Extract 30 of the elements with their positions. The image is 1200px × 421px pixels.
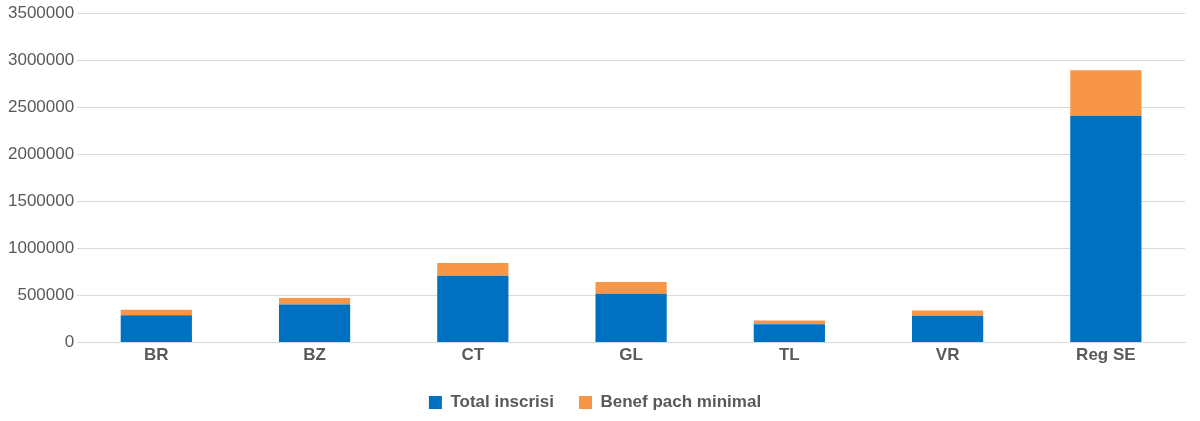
bar (120, 315, 192, 343)
x-tick-label: Reg SE (1076, 345, 1136, 365)
bar (278, 297, 351, 305)
y-tick-label: 0 (64, 332, 75, 352)
bar (753, 324, 825, 343)
y-tick-label: 2500000 (7, 97, 75, 116)
legend-label: Total inscrisi (450, 392, 555, 412)
bar (912, 310, 984, 316)
x-tick-label: GL (619, 345, 643, 365)
y-tick-label: 1000000 (7, 238, 75, 258)
y-tick-label: 500000 (17, 285, 75, 305)
bar (595, 281, 667, 294)
x-tick-label: CT (461, 345, 485, 365)
bar (753, 320, 825, 325)
bar (1070, 70, 1142, 116)
bar (437, 263, 509, 276)
bar (278, 304, 351, 343)
legend-label: Benef pach minimal (600, 392, 762, 412)
bar (1070, 115, 1142, 343)
x-tick-label: BR (144, 345, 169, 365)
y-tick-label: 3500000 (7, 2, 75, 22)
bar (437, 275, 509, 343)
bar (595, 293, 667, 343)
y-tick-label: 2000000 (7, 144, 75, 164)
y-tick-label: 3000000 (7, 49, 75, 69)
bar (912, 315, 984, 343)
x-tick-label: TL (778, 345, 800, 365)
y-tick-label: 1500000 (7, 191, 75, 211)
x-tick-label: VR (935, 345, 960, 365)
x-tick-label: BZ (303, 345, 326, 365)
